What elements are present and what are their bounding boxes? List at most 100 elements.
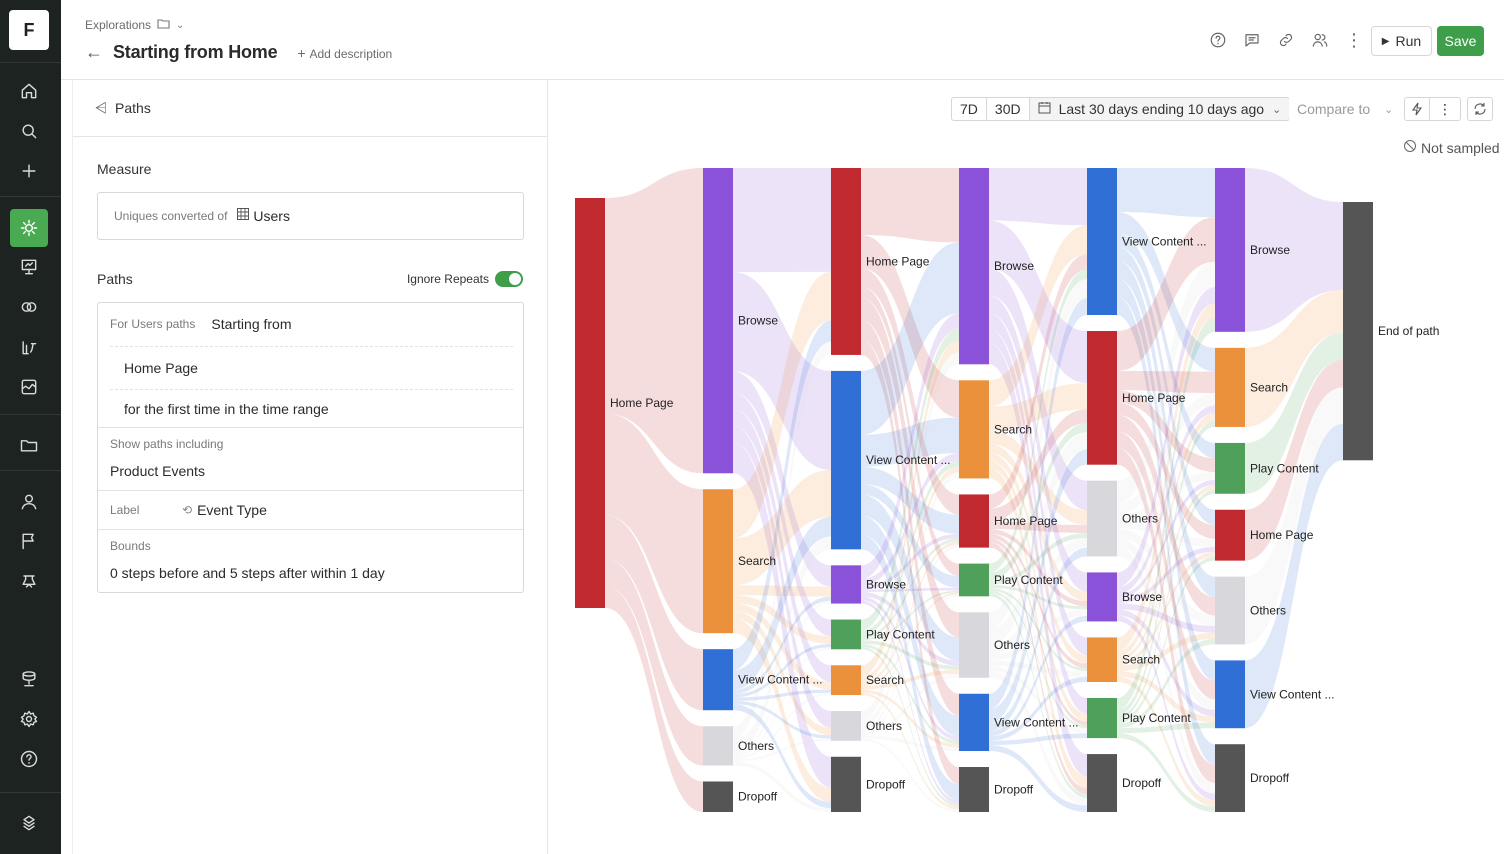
- sankey-link[interactable]: [733, 536, 831, 753]
- sankey-node[interactable]: [1215, 744, 1245, 812]
- event-row[interactable]: Home Page: [110, 346, 513, 389]
- sankey-link[interactable]: [861, 692, 959, 810]
- boards-icon[interactable]: [10, 248, 48, 286]
- sankey-link[interactable]: [989, 449, 1087, 724]
- sankey-link[interactable]: [989, 432, 1087, 646]
- sankey-link[interactable]: [733, 516, 831, 690]
- settings-icon[interactable]: [10, 700, 48, 738]
- help-icon[interactable]: [10, 740, 48, 778]
- sankey-link[interactable]: [733, 600, 831, 756]
- sankey-link[interactable]: [861, 268, 959, 515]
- sankey-node[interactable]: [959, 612, 989, 678]
- chevron-down-icon[interactable]: ⌄: [176, 19, 185, 31]
- cohorts-icon[interactable]: [10, 288, 48, 326]
- sankey-node[interactable]: [575, 198, 605, 608]
- range-30d-button[interactable]: 30D: [986, 97, 1030, 121]
- more-vertical-icon[interactable]: ⋮: [1345, 29, 1363, 50]
- sankey-node[interactable]: [831, 168, 861, 355]
- sankey-node[interactable]: [831, 619, 861, 650]
- sankey-link[interactable]: [1117, 489, 1215, 720]
- sankey-link[interactable]: [989, 269, 1087, 573]
- sankey-link[interactable]: [861, 320, 959, 716]
- sankey-link[interactable]: [1117, 528, 1215, 626]
- sankey-link[interactable]: [989, 460, 1087, 722]
- sankey-link[interactable]: [605, 586, 703, 812]
- sankey-link[interactable]: [1117, 547, 1215, 794]
- lightning-icon[interactable]: [1404, 97, 1430, 121]
- sankey-link[interactable]: [733, 596, 831, 695]
- sankey-link[interactable]: [733, 409, 831, 682]
- more-vertical-icon[interactable]: ⋮: [1430, 97, 1461, 121]
- sankey-link[interactable]: [861, 537, 959, 639]
- sankey-node[interactable]: [703, 726, 733, 766]
- sankey-link[interactable]: [861, 352, 959, 722]
- sankey-link[interactable]: [733, 320, 831, 670]
- sankey-node[interactable]: [959, 494, 989, 548]
- search-icon[interactable]: [10, 112, 48, 150]
- sankey-link[interactable]: [1117, 287, 1215, 588]
- sankey-node[interactable]: [703, 649, 733, 711]
- sankey-node[interactable]: [831, 711, 861, 741]
- sankey-link[interactable]: [861, 591, 959, 666]
- sankey-node[interactable]: [703, 489, 733, 634]
- sankey-node[interactable]: [1215, 509, 1245, 561]
- sankey-link[interactable]: [1117, 479, 1215, 599]
- sankey-link[interactable]: [989, 452, 1087, 664]
- sankey-link[interactable]: [989, 587, 1087, 672]
- sankey-link[interactable]: [861, 533, 959, 590]
- date-range-picker[interactable]: Last 30 days ending 10 days ago ⌄: [1029, 97, 1291, 121]
- sankey-link[interactable]: [1117, 670, 1215, 723]
- sankey-node[interactable]: [1087, 331, 1117, 465]
- folder-icon[interactable]: [157, 18, 170, 32]
- sankey-link[interactable]: [733, 692, 831, 760]
- sankey-link[interactable]: [861, 516, 959, 737]
- folder-icon[interactable]: [10, 426, 48, 464]
- sankey-link[interactable]: [1117, 390, 1215, 473]
- sankey-link[interactable]: [605, 558, 703, 766]
- sankey-link[interactable]: [733, 392, 831, 637]
- sankey-link[interactable]: [861, 594, 959, 732]
- sankey-link[interactable]: [1117, 402, 1215, 539]
- sankey-link[interactable]: [733, 700, 831, 739]
- sankey-link[interactable]: [861, 460, 959, 636]
- sankey-link[interactable]: [1117, 722, 1215, 734]
- dashboards-icon[interactable]: [10, 368, 48, 406]
- sankey-link[interactable]: [861, 600, 959, 804]
- sankey-node[interactable]: [1087, 697, 1117, 739]
- sankey-link[interactable]: [861, 592, 959, 686]
- sankey-link[interactable]: [861, 484, 959, 588]
- sankey-link[interactable]: [989, 670, 1087, 806]
- sankey-link[interactable]: [861, 417, 959, 467]
- sankey-link[interactable]: [733, 371, 831, 587]
- sankey-link[interactable]: [989, 295, 1087, 592]
- run-button[interactable]: ▶ Run: [1371, 26, 1432, 56]
- sankey-link[interactable]: [733, 442, 831, 788]
- sankey-link[interactable]: [989, 521, 1087, 534]
- sankey-node[interactable]: [1215, 576, 1245, 645]
- sankey-link[interactable]: [861, 286, 959, 577]
- sankey-link[interactable]: [861, 466, 959, 534]
- sankey-link[interactable]: [1117, 260, 1215, 597]
- sankey-link[interactable]: [733, 704, 831, 809]
- paths-for-row[interactable]: For Users paths Starting from: [98, 303, 523, 345]
- sankey-node[interactable]: [959, 380, 989, 479]
- sankey-link[interactable]: [861, 466, 959, 682]
- bounds-row[interactable]: Bounds 0 steps before and 5 steps after …: [98, 529, 523, 593]
- sankey-link[interactable]: [1117, 484, 1215, 662]
- sankey-link[interactable]: [733, 168, 831, 273]
- sankey-link[interactable]: [989, 744, 1087, 812]
- sankey-link[interactable]: [861, 453, 959, 586]
- sankey-link[interactable]: [1117, 603, 1215, 633]
- sankey-link[interactable]: [1117, 246, 1215, 526]
- sankey-link[interactable]: [1245, 168, 1343, 332]
- sankey-node[interactable]: [959, 563, 989, 597]
- label-row[interactable]: Label ⟲ Event Type: [98, 490, 523, 529]
- sankey-link[interactable]: [1117, 733, 1215, 812]
- sankey-link[interactable]: [989, 533, 1087, 585]
- sankey-link[interactable]: [989, 168, 1087, 226]
- sankey-link[interactable]: [861, 328, 959, 631]
- sankey-link[interactable]: [1117, 303, 1215, 651]
- sankey-link[interactable]: [989, 537, 1087, 655]
- sankey-link[interactable]: [1117, 233, 1215, 459]
- sankey-link[interactable]: [989, 468, 1087, 788]
